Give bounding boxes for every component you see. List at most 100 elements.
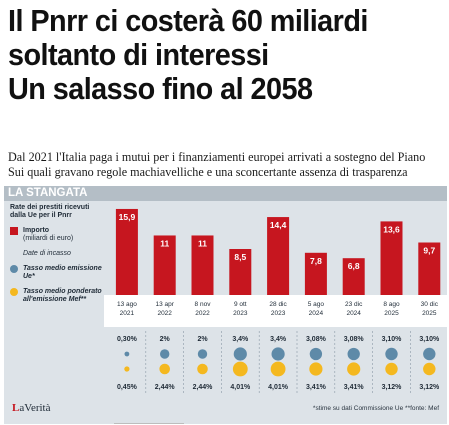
mef-rate-dot (159, 363, 170, 375)
mef-rate-label: 2,44% (155, 384, 176, 391)
bar (153, 235, 176, 295)
date-label: 5 ago (308, 301, 325, 308)
bar (267, 217, 290, 295)
bar-value-label: 13,6 (383, 224, 400, 234)
bar (115, 208, 138, 295)
legend-bar-swatch (10, 227, 18, 235)
bar-value-label: 6,8 (348, 261, 360, 271)
mef-rate-label: 3,41% (344, 384, 365, 391)
date-label: 9 ott (234, 301, 247, 308)
ue-rate-dot (423, 347, 436, 361)
bar-value-label: 8,5 (234, 252, 246, 262)
deck-line-1: Dal 2021 l'Italia paga i mutui per i fin… (8, 150, 426, 164)
headline-line-1: Il Pnrr ci costerà 60 miliardi (8, 3, 368, 38)
date-label: 28 dic (269, 301, 287, 308)
laverita-logo: LaVerità (12, 402, 51, 414)
bar (418, 242, 441, 295)
mef-rate-label: 4,01% (230, 384, 251, 391)
ue-rate-label: 3,08% (344, 336, 365, 343)
mef-rate-dot (423, 362, 436, 376)
bar-chart: 15,9 13 ago 2021 0,30% 0,45% 11 13 apr 2022 2% 2,… (104, 208, 447, 394)
headline-line-3: Un salasso fino al 2058 (8, 71, 313, 106)
mef-rate-label: 3,12% (419, 384, 440, 391)
bar (229, 249, 252, 295)
mef-rate-dot (124, 366, 130, 372)
ue-rate-label: 0,30% (117, 336, 138, 343)
ue-rate-dot (233, 347, 247, 361)
date-label: 23 dic (345, 301, 363, 308)
mef-rate-dot (309, 362, 323, 376)
bar-value-label: 15,9 (119, 212, 136, 222)
legend-tasso-mef-label: Tasso medio ponderato all'emissione Mef*… (23, 288, 102, 303)
logo-text: aVerità (19, 402, 51, 414)
footnote: *stime su dati Commissione Ue **fonte: M… (312, 405, 439, 412)
headline-line-2: soltanto di interessi (8, 37, 269, 72)
date-year-label: 2022 (157, 310, 172, 317)
mef-rate-dot (232, 361, 248, 377)
legend-yellow-dot (10, 288, 18, 296)
bar (380, 221, 403, 295)
date-row-bg (104, 295, 447, 327)
ue-rate-label: 2% (197, 336, 208, 343)
legend-importo: Importo (miliardi di euro) (10, 227, 102, 243)
bar-value-label: 7,8 (310, 256, 322, 266)
legend: Rate dei prestiti ricevuti dalla Ue per … (10, 204, 102, 311)
bar-value-label: 9,7 (423, 246, 435, 256)
ue-rate-label: 3,08% (306, 336, 327, 343)
ue-rate-dot (271, 347, 285, 361)
ue-rate-label: 3,10% (419, 336, 440, 343)
mef-rate-label: 2,44% (193, 384, 214, 391)
legend-importo-unit: (miliardi di euro) (23, 235, 74, 242)
date-label: 13 ago (117, 301, 137, 308)
ue-rate-label: 3,4% (232, 336, 249, 343)
mef-rate-label: 3,12% (382, 384, 403, 391)
ue-rate-dot (309, 347, 323, 361)
ue-rate-label: 2% (160, 336, 171, 343)
legend-tasso-mef: Tasso medio ponderato all'emissione Mef*… (10, 288, 102, 304)
mef-rate-label: 0,45% (117, 384, 138, 391)
legend-tasso-ue: Tasso medio emissione Ue* (10, 265, 102, 281)
date-label: 8 ago (383, 301, 400, 308)
ue-rate-dot (385, 347, 398, 361)
date-year-label: 2025 (422, 310, 437, 317)
legend-blue-dot (10, 265, 18, 273)
ue-rate-dot (197, 349, 208, 359)
date-label: 8 nov (195, 301, 212, 308)
legend-date: Date di incasso (23, 250, 71, 257)
legend-title: Rate dei prestiti ricevuti dalla Ue per … (10, 204, 90, 219)
ue-rate-dot (347, 347, 360, 361)
ue-rate-label: 3,4% (270, 336, 287, 343)
date-year-label: 2025 (384, 310, 399, 317)
bar-value-label: 11 (198, 238, 207, 248)
date-year-label: 2024 (346, 310, 361, 317)
page-mark (114, 423, 184, 424)
date-year-label: 2023 (233, 310, 248, 317)
headline: Il Pnrr ci costerà 60 miliardi soltanto … (8, 4, 417, 106)
infographic-banner: LA STANGATA (4, 186, 447, 201)
date-label: 30 dic (421, 301, 439, 308)
ue-rate-dot (124, 351, 130, 357)
date-year-label: 2022 (195, 310, 210, 317)
bar-value-label: 11 (160, 238, 169, 248)
mef-rate-label: 3,41% (306, 384, 327, 391)
bar (342, 258, 365, 295)
mef-rate-dot (385, 362, 398, 376)
date-year-label: 2021 (120, 310, 135, 317)
date-label: 13 apr (155, 301, 174, 308)
date-year-label: 2024 (309, 310, 324, 317)
date-year-label: 2023 (271, 310, 286, 317)
ue-rate-dot (160, 349, 170, 359)
bar (191, 235, 214, 295)
legend-tasso-ue-label: Tasso medio emissione Ue* (23, 265, 102, 280)
deck: Dal 2021 l'Italia paga i mutui per i fin… (8, 150, 449, 180)
infographic-panel: LA STANGATA Rate dei prestiti ricevuti d… (4, 186, 447, 424)
legend-importo-label: Importo (23, 227, 50, 234)
bar-value-label: 14,4 (270, 220, 287, 230)
mef-rate-dot (270, 361, 286, 377)
bar (304, 252, 327, 295)
mef-rate-dot (197, 363, 208, 375)
ue-rate-label: 3,10% (382, 336, 403, 343)
deck-line-2: Sui quali gravano regole machiavelliche … (8, 165, 408, 179)
mef-rate-dot (347, 362, 361, 376)
mef-rate-label: 4,01% (268, 384, 289, 391)
